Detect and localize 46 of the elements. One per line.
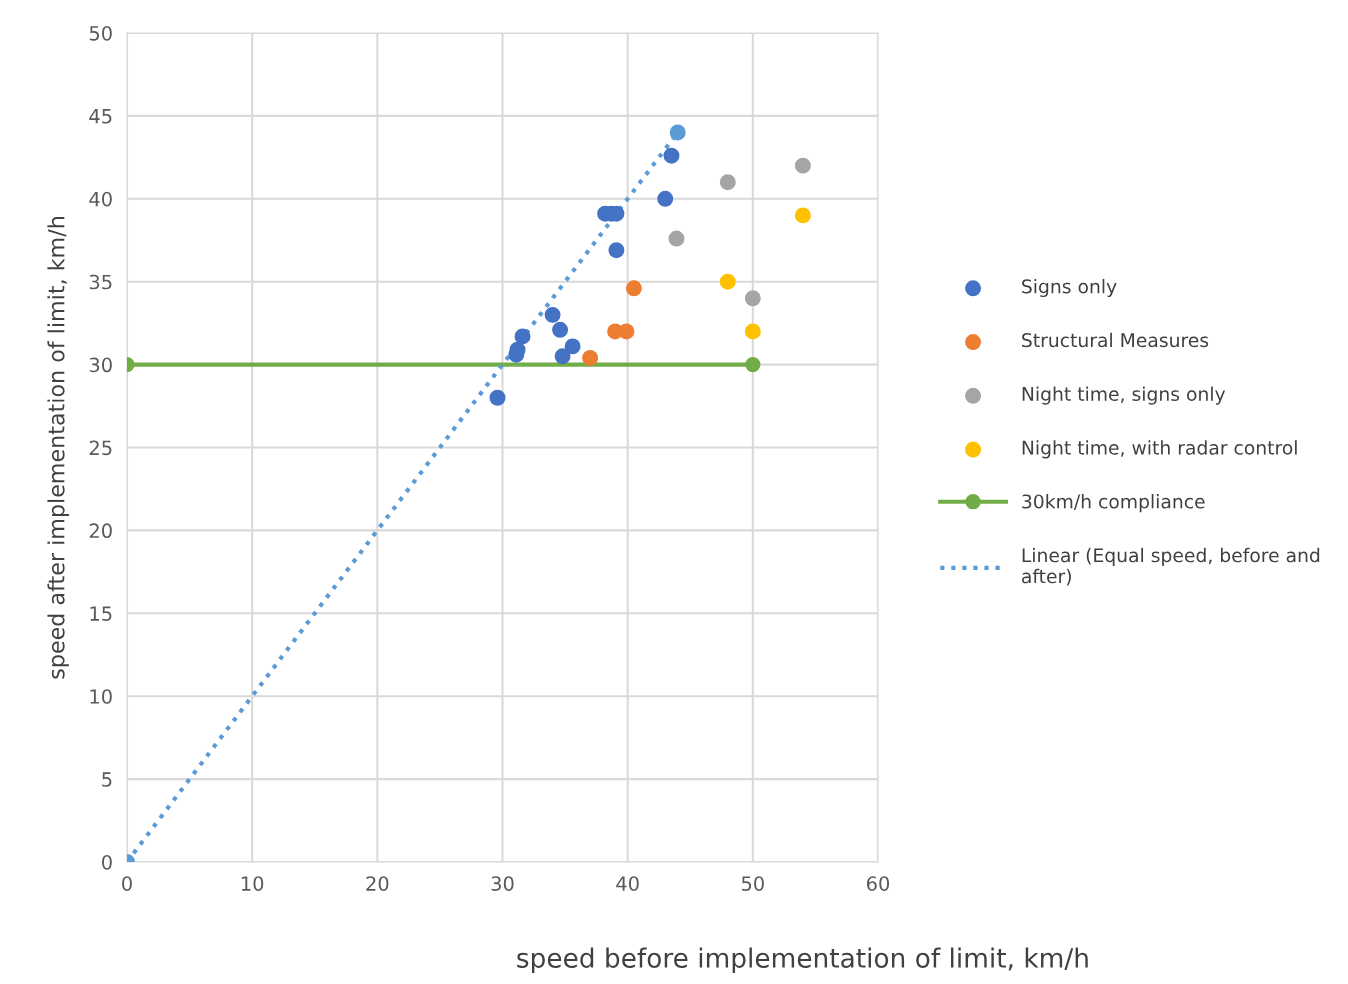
x-tick-label: 30 bbox=[491, 876, 514, 891]
point bbox=[719, 174, 736, 191]
y-tick-label: 50 bbox=[89, 25, 112, 41]
y-tick-label: 20 bbox=[89, 523, 112, 539]
point bbox=[669, 124, 686, 141]
x-tick-label: 20 bbox=[366, 876, 389, 891]
y-tick-label: 5 bbox=[102, 772, 112, 787]
point bbox=[625, 280, 642, 297]
point bbox=[608, 242, 625, 259]
y-tick-label: 25 bbox=[89, 440, 112, 456]
legend-label: Structural Measures bbox=[1022, 332, 1209, 348]
point bbox=[668, 230, 685, 247]
x-tick-label: 0 bbox=[122, 876, 132, 891]
point bbox=[554, 348, 571, 365]
legend-label: Night time, signs only bbox=[1022, 386, 1226, 405]
y-tick-label: 30 bbox=[89, 357, 112, 373]
x-tick-label: 60 bbox=[866, 876, 890, 891]
point bbox=[552, 321, 569, 338]
legend-label: Linear (Equal speed, before and after) bbox=[1022, 547, 1320, 586]
point bbox=[564, 338, 581, 355]
point bbox=[514, 328, 531, 345]
point bbox=[719, 273, 736, 290]
y-tick-label: 10 bbox=[90, 689, 112, 704]
point bbox=[618, 323, 635, 340]
x-tick-label: 10 bbox=[241, 876, 264, 891]
y-axis-title: speed after implementation of limit, km/h bbox=[47, 217, 69, 679]
y-tick-label: 15 bbox=[90, 606, 112, 621]
point bbox=[744, 290, 761, 307]
x-tick-label: 50 bbox=[741, 876, 764, 891]
y-tick-label: 45 bbox=[89, 109, 112, 124]
point bbox=[657, 190, 674, 207]
point bbox=[582, 349, 599, 366]
y-tick-label: 40 bbox=[89, 191, 112, 207]
point bbox=[744, 323, 761, 340]
x-axis-title: speed before implementation of limit, km/h bbox=[517, 947, 1088, 974]
point bbox=[794, 157, 811, 174]
y-tick-label: 35 bbox=[89, 274, 112, 290]
x-tick-label: 40 bbox=[616, 876, 639, 891]
point bbox=[544, 306, 561, 323]
legend-label: Night time, with radar control bbox=[1022, 440, 1297, 459]
legend-label: 30km/h compliance bbox=[1022, 494, 1205, 513]
point bbox=[794, 207, 811, 224]
point bbox=[489, 389, 506, 406]
legend-label: Signs only bbox=[1022, 278, 1117, 298]
y-tick-label: 0 bbox=[102, 854, 112, 870]
point bbox=[663, 147, 680, 164]
